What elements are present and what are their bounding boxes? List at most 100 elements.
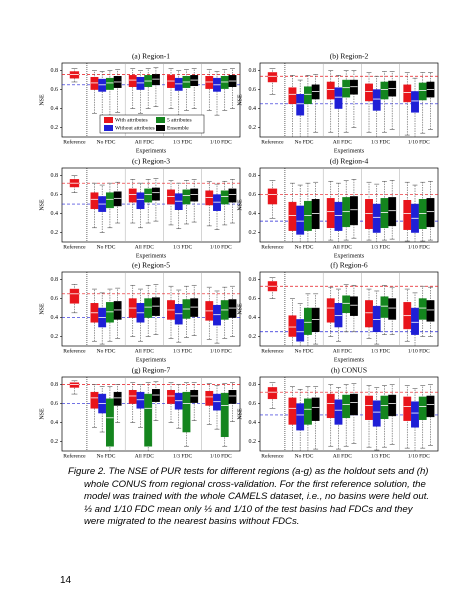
x-tick-label: No FDC	[97, 139, 116, 145]
x-axis-label: Experiments	[136, 148, 167, 154]
y-tick-label: 0.4	[51, 211, 59, 217]
box	[167, 75, 175, 88]
box	[365, 300, 373, 328]
x-tick-label: No FDC	[295, 348, 314, 354]
box	[403, 396, 412, 421]
box	[303, 398, 312, 425]
y-axis-label: NSE	[237, 303, 243, 315]
box	[69, 71, 80, 79]
box	[228, 299, 237, 318]
box	[174, 77, 183, 91]
box	[90, 76, 99, 90]
box	[411, 401, 419, 428]
legend-swatch	[104, 117, 113, 123]
box	[426, 198, 435, 228]
box	[388, 197, 397, 227]
box	[380, 296, 389, 318]
figure-caption: Figure 2. The NSE of PUR tests for diffe…	[68, 466, 430, 527]
box	[128, 390, 137, 404]
box	[113, 301, 122, 320]
box	[105, 398, 114, 447]
box	[365, 199, 373, 229]
y-tick-label: 0.8	[249, 382, 257, 388]
box	[372, 89, 381, 111]
box	[98, 78, 107, 92]
box	[213, 393, 221, 411]
x-tick-label: All FDC	[333, 348, 352, 354]
box	[267, 387, 278, 400]
box	[136, 391, 145, 409]
plot-frame	[61, 167, 241, 243]
x-tick-label: 1/3 FDC	[371, 348, 390, 354]
y-axis-label: NSE	[39, 408, 45, 420]
y-tick-label: 0.4	[249, 211, 257, 217]
box	[380, 81, 389, 100]
y-tick-label: 0.8	[51, 68, 59, 74]
box	[311, 307, 320, 333]
box	[296, 403, 305, 431]
box	[311, 199, 320, 229]
box	[349, 196, 358, 226]
box	[296, 205, 305, 235]
legend-label: With attributes	[115, 117, 148, 123]
box	[303, 307, 312, 335]
y-tick-label: 0.6	[249, 192, 257, 198]
y-tick-label: 0.4	[51, 106, 59, 112]
box	[342, 295, 351, 314]
legend-label: Ensemble	[167, 125, 189, 131]
plot-frame	[61, 62, 241, 138]
plot-frame	[259, 167, 439, 243]
x-tick-label: 1/3 FDC	[371, 139, 390, 145]
box	[167, 189, 175, 205]
y-tick-label: 0.6	[51, 296, 59, 302]
y-tick-label: 0.4	[249, 315, 257, 321]
y-axis-label: NSE	[237, 408, 243, 420]
box	[418, 298, 427, 320]
box	[105, 192, 114, 209]
figure: (a) Region-1 NSE Experiments 0.2 0.4 0.6 0.8 Re…	[39, 52, 439, 459]
y-axis-label: NSE	[39, 94, 45, 106]
box	[326, 81, 335, 100]
box	[365, 83, 373, 102]
box	[136, 192, 145, 210]
box	[411, 307, 419, 335]
box	[326, 198, 335, 229]
box	[311, 397, 320, 421]
x-tick-label: 1/10 FDC	[210, 453, 232, 459]
y-axis-label: NSE	[237, 94, 243, 106]
x-tick-label: All FDC	[333, 244, 352, 250]
x-tick-label: No FDC	[295, 244, 314, 250]
box	[403, 200, 412, 230]
box	[174, 193, 183, 210]
box	[388, 394, 397, 417]
panel-title: (e) Region-5	[132, 261, 170, 270]
y-axis-label: NSE	[39, 303, 45, 315]
y-tick-label: 0.8	[249, 173, 257, 179]
x-tick-label: No FDC	[97, 244, 116, 250]
x-tick-label: All FDC	[333, 139, 352, 145]
y-tick-label: 0.8	[249, 277, 257, 283]
box	[418, 82, 427, 101]
box	[411, 91, 419, 113]
box	[380, 395, 389, 419]
y-tick-label: 0.2	[249, 125, 257, 131]
box	[144, 188, 153, 203]
box	[372, 400, 381, 427]
y-tick-label: 0.6	[51, 192, 59, 198]
box	[296, 319, 305, 342]
box	[151, 74, 160, 86]
box	[151, 389, 160, 402]
y-tick-label: 0.6	[51, 401, 59, 407]
x-tick-label: No FDC	[295, 139, 314, 145]
box	[288, 87, 297, 105]
x-axis-label: Experiments	[334, 357, 365, 363]
box	[326, 298, 335, 323]
x-tick-label: Reference	[63, 347, 86, 354]
y-tick-label: 0.2	[51, 230, 59, 236]
box	[267, 72, 278, 83]
y-tick-label: 0.2	[51, 334, 59, 340]
box	[151, 297, 160, 316]
box	[220, 190, 229, 205]
y-tick-label: 0.6	[249, 296, 257, 302]
x-axis-label: Experiments	[334, 148, 365, 154]
